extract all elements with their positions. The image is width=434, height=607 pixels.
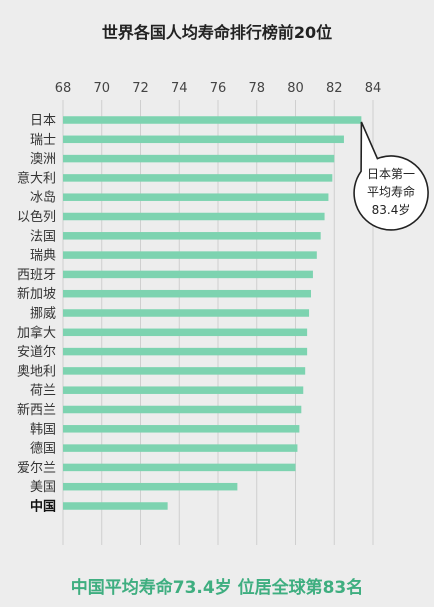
- x-tick-label-76: 76: [210, 81, 227, 96]
- category-label-0: 日本: [30, 114, 56, 129]
- category-label-19: 美国: [30, 480, 56, 495]
- bars: [63, 116, 362, 510]
- category-label-14: 荷兰: [30, 384, 56, 399]
- category-label-1: 瑞士: [30, 133, 56, 148]
- x-tick-label-80: 80: [287, 81, 304, 96]
- category-label-20: 中国: [30, 499, 56, 515]
- bar-20: [63, 502, 168, 510]
- bar-5: [63, 212, 325, 221]
- bar-2: [63, 154, 335, 163]
- category-label-17: 德国: [30, 442, 56, 457]
- annotation-callout: 日本第一 平均寿命 83.4岁: [353, 121, 429, 231]
- category-label-5: 以色列: [17, 209, 56, 225]
- callout-bubble: [353, 121, 429, 231]
- category-label-11: 加拿大: [17, 325, 56, 341]
- bar-1: [63, 135, 344, 144]
- chart-title: 世界各国人均寿命排行榜前20位: [102, 23, 332, 42]
- category-label-13: 奥地利: [17, 364, 56, 379]
- category-labels: 日本瑞士澳洲意大利冰岛以色列法国瑞典西班牙新加坡挪威加拿大安道尔奥地利荷兰新西兰…: [17, 114, 56, 515]
- category-label-3: 意大利: [17, 170, 56, 186]
- bar-17: [63, 444, 298, 452]
- x-tick-label-78: 78: [248, 81, 265, 96]
- bar-18: [63, 463, 296, 472]
- x-tick-label-70: 70: [93, 81, 110, 96]
- bar-13: [63, 367, 306, 375]
- x-tick-label-68: 68: [55, 81, 72, 96]
- category-label-15: 新西兰: [17, 402, 56, 418]
- bar-15: [63, 405, 302, 414]
- bar-4: [63, 193, 329, 201]
- bar-8: [63, 270, 313, 279]
- category-label-12: 安道尔: [17, 345, 56, 360]
- bar-11: [63, 328, 308, 337]
- category-label-16: 韩国: [30, 422, 56, 437]
- bar-7: [63, 251, 317, 259]
- x-tick-label-72: 72: [132, 81, 149, 96]
- category-label-8: 西班牙: [17, 268, 56, 283]
- grid: [62, 100, 374, 545]
- category-label-10: 挪威: [30, 307, 56, 322]
- bar-10: [63, 309, 310, 317]
- x-tick-label-84: 84: [365, 81, 382, 96]
- category-label-18: 爱尔兰: [17, 461, 56, 476]
- x-tick-label-74: 74: [171, 81, 188, 96]
- category-label-4: 冰岛: [30, 190, 56, 206]
- bar-14: [63, 386, 304, 394]
- bar-0: [63, 116, 362, 124]
- category-label-7: 瑞典: [30, 249, 56, 264]
- callout-line-2: 平均寿命: [367, 184, 415, 199]
- bar-6: [63, 232, 321, 240]
- bar-12: [63, 347, 308, 356]
- bar-3: [63, 174, 333, 182]
- footer-note: 中国平均寿命73.4岁 位居全球第83名: [71, 577, 364, 598]
- bar-9: [63, 289, 311, 298]
- callout-line-3: 83.4岁: [372, 202, 411, 217]
- x-axis-ticks: 68 70 72 74 76 78 80 82 84: [55, 81, 382, 96]
- x-tick-label-82: 82: [326, 81, 343, 96]
- category-label-2: 澳洲: [30, 151, 56, 167]
- callout-line-1: 日本第一: [367, 167, 415, 181]
- category-label-6: 法国: [30, 229, 56, 244]
- category-label-9: 新加坡: [17, 286, 56, 302]
- bar-16: [63, 425, 300, 433]
- bar-19: [63, 482, 238, 491]
